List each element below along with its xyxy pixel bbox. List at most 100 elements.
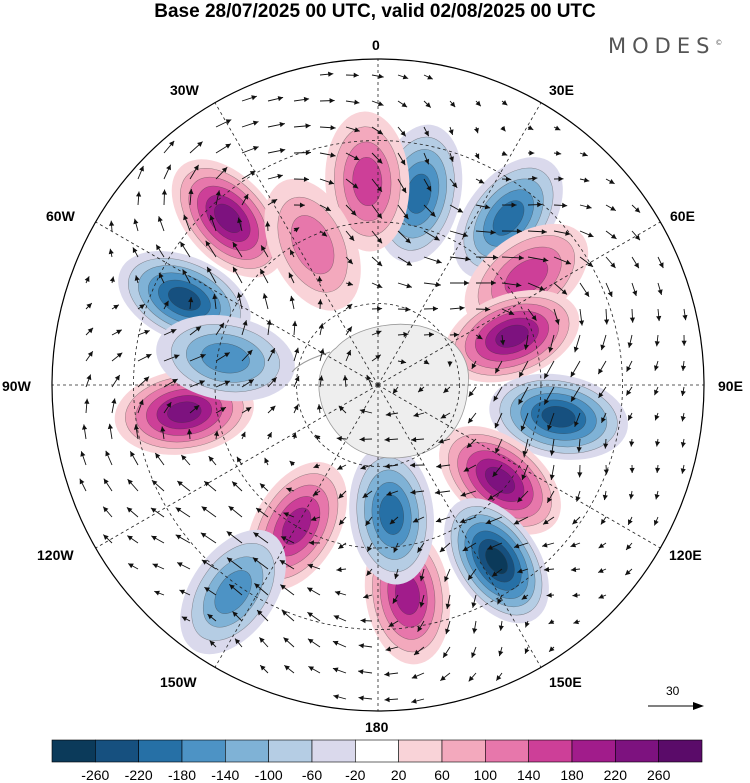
wind-arrow [411, 437, 425, 443]
wind-arrow [449, 230, 469, 238]
wind-arrow [521, 594, 529, 600]
wind-arrow [333, 615, 347, 622]
wind-arrow [201, 559, 217, 570]
wind-arrow [435, 516, 451, 523]
wind-arrow [527, 175, 538, 182]
wind-arrow [102, 534, 113, 544]
wind-arrow [240, 431, 246, 440]
wind-arrow [460, 490, 477, 497]
wind-arrow [474, 126, 479, 134]
wind-arrow [163, 300, 169, 310]
wind-arrow [204, 586, 217, 596]
wind-vectors [79, 71, 688, 704]
wind-arrow [127, 478, 139, 492]
modes-logo: MODES© [608, 34, 722, 58]
wind-arrow [103, 478, 113, 492]
wind-arrow [570, 386, 581, 402]
wind-arrow [345, 281, 354, 287]
wind-arrow [313, 463, 321, 469]
meridian-line [214, 384, 379, 668]
wind-arrow [626, 360, 633, 372]
wind-arrow [293, 202, 305, 208]
wind-arrow [604, 308, 610, 325]
wind-arrow [200, 532, 217, 544]
wind-arrow [397, 359, 407, 365]
wind-arrow [111, 398, 117, 414]
wind-arrow [109, 276, 115, 284]
wind-arrow [654, 334, 660, 347]
wind-arrow [419, 568, 425, 582]
wind-arrow [371, 126, 384, 135]
wind-arrow [598, 542, 607, 549]
wind-arrow [417, 542, 425, 553]
wind-arrow [386, 490, 399, 496]
wind-arrow [132, 247, 139, 258]
wind-arrow [449, 204, 464, 213]
wind-arrow [602, 490, 608, 501]
wind-arrow [215, 352, 231, 362]
wind-arrow [319, 125, 336, 131]
wind-arrow [501, 228, 522, 234]
wind-arrow [654, 490, 660, 500]
wind-arrow [333, 694, 347, 700]
wind-arrow [444, 568, 451, 582]
wind-arrow [542, 516, 555, 525]
wind-arrow [259, 664, 269, 674]
wind-arrow [163, 378, 178, 388]
wind-arrow [397, 100, 408, 108]
wind-arrow [411, 698, 425, 704]
wind-arrow [494, 360, 503, 374]
wind-arrow [280, 536, 295, 544]
wind-arrow [680, 438, 686, 448]
wind-arrow [600, 334, 607, 351]
wind-arrow [449, 152, 454, 163]
wind-arrow [524, 620, 530, 628]
wind-arrow [417, 386, 425, 393]
colorbar-tick-label: 60 [434, 767, 450, 783]
wind-arrow [127, 563, 139, 570]
wind-arrow [495, 438, 503, 454]
wind-arrow [521, 464, 529, 481]
meridian-line [95, 384, 379, 549]
wind-arrow [338, 516, 347, 526]
wind-arrow [137, 376, 150, 388]
wind-arrow [445, 620, 451, 635]
wind-arrow [385, 646, 399, 652]
wind-arrow [553, 125, 561, 131]
wind-arrow [241, 406, 252, 414]
wind-arrow [312, 490, 321, 496]
geopotential-anomaly-field [114, 111, 628, 665]
wind-arrow [137, 353, 152, 362]
wind-arrow [440, 672, 451, 682]
meridian-line [95, 221, 379, 386]
wind-arrow [597, 360, 607, 375]
wind-arrow [384, 463, 399, 469]
wind-arrow [472, 620, 478, 634]
wind-arrow [527, 308, 537, 321]
wind-arrow [266, 319, 272, 336]
wind-arrow [345, 99, 360, 105]
wind-arrow [289, 460, 296, 467]
colorbar-tick-label: 100 [473, 767, 497, 783]
wind-arrow [215, 119, 232, 128]
wind-arrow [345, 126, 360, 133]
wind-arrow [293, 227, 300, 233]
colorbar-tick-label: 220 [603, 767, 627, 783]
wind-arrow [137, 165, 144, 180]
wind-arrow [653, 516, 659, 526]
wind-arrow [392, 594, 399, 604]
wind-arrow [657, 256, 664, 269]
wind-arrow [548, 334, 555, 353]
wind-arrow [161, 189, 167, 206]
latitude-circle [296, 303, 460, 467]
wind-arrow [189, 141, 203, 154]
wind-arrow [522, 438, 529, 457]
wind-arrow [215, 322, 225, 336]
wind-arrow [628, 490, 634, 500]
colorbar-swatch [311, 739, 356, 763]
wind-arrow [680, 386, 686, 397]
wind-arrow [308, 540, 321, 546]
wind-arrow [384, 437, 399, 443]
wind-arrow [413, 412, 425, 418]
wind-arrow [600, 516, 607, 525]
